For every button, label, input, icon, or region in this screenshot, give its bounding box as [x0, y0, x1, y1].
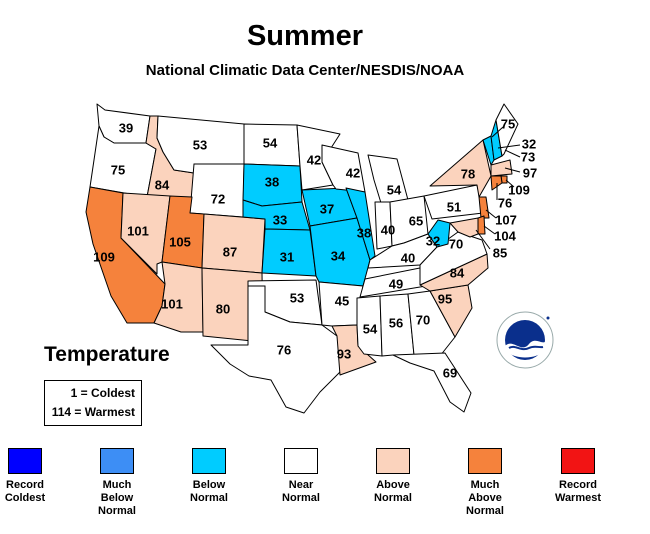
rank-label-sd: 38	[265, 175, 279, 190]
rank-label-ia: 37	[320, 202, 334, 217]
rank-label-ne: 33	[273, 213, 287, 228]
rank-label-id: 84	[155, 178, 170, 193]
rank-label-nj: 107	[495, 213, 517, 228]
legend-item-much-below: Much Below Normal	[77, 448, 157, 518]
noaa-logo-icon	[496, 311, 554, 369]
state-wy	[189, 163, 245, 218]
state-ma	[490, 159, 513, 177]
key-coldest: 1 = Coldest	[70, 386, 135, 400]
rank-label-ma: 97	[523, 166, 537, 181]
legend-item-much-above: Much Above Normal	[445, 448, 525, 518]
rank-label-pa: 51	[447, 200, 461, 215]
rank-label-ms: 54	[363, 322, 378, 337]
legend-label: Much Below Normal	[98, 479, 136, 517]
rank-label-nm: 80	[216, 302, 230, 317]
rank-label-vt: 75	[501, 117, 515, 132]
leader-line-md	[475, 229, 491, 250]
rank-label-nv: 101	[127, 224, 149, 239]
legend-label: Record Coldest	[4, 479, 46, 504]
rank-label-wy: 72	[211, 192, 225, 207]
rank-key-box: 1 = Coldest 114 = Warmest	[44, 380, 142, 426]
rank-label-mn: 42	[307, 153, 321, 168]
legend-label: Record Warmest	[554, 479, 602, 504]
leader-line-me	[504, 149, 521, 158]
legend-item-record-coldest: Record Coldest	[0, 448, 65, 505]
legend-label: Below Normal	[190, 479, 228, 504]
state-co	[201, 213, 266, 274]
rank-label-il: 38	[357, 226, 371, 241]
state-wi	[321, 144, 366, 193]
rank-label-ok: 53	[290, 291, 304, 306]
temperature-heading: Temperature	[44, 343, 170, 366]
map-title: Summer	[246, 20, 364, 52]
state-ny	[429, 139, 492, 198]
rank-label-fl: 69	[443, 366, 457, 381]
rank-label-sc: 95	[438, 292, 452, 307]
state-wv	[427, 219, 451, 248]
rank-label-de: 104	[494, 229, 516, 244]
rank-label-ks: 31	[280, 250, 294, 265]
legend-swatch	[468, 448, 502, 474]
rank-label-nd: 54	[263, 136, 278, 151]
rank-label-wa: 39	[119, 121, 133, 136]
rank-label-wv: 32	[426, 234, 440, 249]
rank-label-ky: 40	[401, 251, 415, 266]
legend-item-record-warmest: Record Warmest	[538, 448, 618, 505]
state-nj	[478, 196, 490, 219]
rank-label-tx: 76	[277, 343, 291, 358]
rank-label-al: 56	[389, 316, 403, 331]
rank-label-or: 75	[111, 163, 125, 178]
legend-label: Above Normal	[374, 479, 412, 504]
state-me	[495, 103, 519, 157]
key-warmest: 114 = Warmest	[51, 405, 135, 419]
rank-label-ny: 78	[461, 167, 475, 182]
leader-line-de	[483, 225, 496, 235]
rank-label-in: 40	[381, 223, 395, 238]
legend-swatch	[561, 448, 595, 474]
legend-swatch	[284, 448, 318, 474]
leader-line-ri	[505, 179, 515, 188]
legend-label: Much Above Normal	[466, 479, 504, 517]
legend-swatch	[8, 448, 42, 474]
legend-item-above: Above Normal	[353, 448, 433, 505]
legend-swatch	[192, 448, 226, 474]
rank-label-nh: 32	[522, 137, 536, 152]
leader-line-ma	[504, 167, 521, 173]
rank-label-tn: 49	[389, 277, 403, 292]
rank-label-wi: 42	[346, 166, 360, 181]
rank-label-co: 87	[223, 245, 237, 260]
legend-item-below: Below Normal	[169, 448, 249, 505]
legend-item-near: Near Normal	[261, 448, 341, 505]
leader-line-vt	[491, 126, 504, 138]
rank-label-la: 93	[337, 347, 351, 362]
rank-label-mo: 34	[331, 249, 346, 264]
legend-label: Near Normal	[282, 479, 320, 504]
leader-line-nj	[485, 209, 497, 219]
state-md	[449, 217, 479, 238]
leader-line-nh	[497, 144, 521, 149]
rank-label-md: 85	[493, 246, 507, 261]
rank-label-ri: 109	[508, 183, 530, 198]
state-tx	[210, 285, 346, 414]
rank-label-mi: 54	[387, 183, 402, 198]
rank-label-az: 101	[161, 297, 183, 312]
legend-swatch	[100, 448, 134, 474]
rank-label-va: 70	[449, 237, 463, 252]
rank-label-ct: 76	[498, 196, 512, 211]
rank-label-ca: 109	[93, 250, 115, 265]
rank-label-ut: 105	[169, 235, 191, 250]
state-de	[477, 215, 486, 235]
legend-swatch	[376, 448, 410, 474]
rank-label-ar: 45	[335, 294, 349, 309]
map-subtitle: National Climatic Data Center/NESDIS/NOA…	[145, 62, 465, 79]
rank-label-me: 73	[521, 150, 535, 165]
rank-label-nc: 84	[450, 266, 465, 281]
rank-label-oh: 65	[409, 214, 423, 229]
rank-label-mt: 53	[193, 138, 207, 153]
rank-label-ga: 70	[416, 313, 430, 328]
state-fl	[392, 352, 472, 413]
state-ga	[407, 290, 456, 357]
